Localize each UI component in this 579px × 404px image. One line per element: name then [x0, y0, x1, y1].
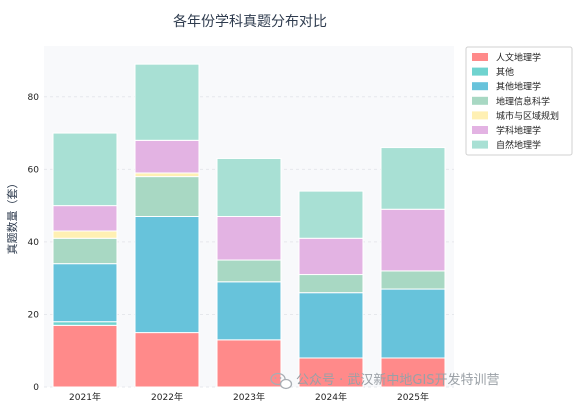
- bar-segment: [134, 172, 200, 178]
- y-tick-label: 0: [33, 383, 39, 393]
- bar-segment: [380, 270, 446, 290]
- bar-segment: [298, 237, 364, 276]
- legend-label: 学科地理学: [496, 125, 541, 137]
- y-axis-title: 真题数量（套）: [5, 178, 19, 255]
- legend-label: 地理信息科学: [496, 95, 550, 107]
- bar-segment: [134, 176, 200, 218]
- bar-segment: [134, 139, 200, 174]
- legend-swatch: [472, 82, 488, 91]
- stacked-bars: [52, 63, 446, 388]
- legend-label: 人文地理学: [496, 52, 541, 64]
- bar-segment: [216, 259, 282, 283]
- bar-segment: [134, 63, 200, 141]
- x-tick-label: 2025年: [397, 391, 429, 403]
- legend-swatch: [472, 111, 488, 120]
- legend-swatch: [472, 53, 488, 61]
- legend-swatch: [472, 67, 488, 76]
- bar-segment: [52, 205, 118, 232]
- x-tick-label: 2022年: [151, 391, 183, 403]
- legend-label: 其他: [496, 66, 514, 78]
- bar-segment: [134, 332, 200, 388]
- wechat-icon: [270, 372, 293, 390]
- legend-label: 其他地理学: [496, 81, 541, 93]
- bar-segment: [52, 263, 118, 323]
- bar-segment: [380, 208, 446, 272]
- bar-segment: [298, 274, 364, 294]
- x-tick-label: 2023年: [233, 391, 265, 403]
- y-tick-labels: 0 20 40 60 80: [28, 93, 40, 393]
- bar-segment: [216, 339, 282, 388]
- y-tick-label: 60: [28, 165, 40, 175]
- legend-swatch: [472, 126, 488, 134]
- bar-segment: [52, 230, 118, 239]
- bar-segment: [380, 288, 446, 359]
- bar-segment: [216, 216, 282, 261]
- x-tick-label: 2021年: [69, 391, 101, 403]
- bar-segment: [380, 147, 446, 210]
- y-tick-label: 20: [28, 310, 40, 320]
- bar-segment: [52, 321, 118, 326]
- bar-segment: [52, 324, 118, 388]
- bar-segment: [52, 237, 118, 265]
- bar-segment: [380, 357, 446, 388]
- legend-label: 自然地理学: [496, 139, 541, 151]
- bar-segment: [298, 292, 364, 359]
- bar-segment: [216, 157, 282, 217]
- legend-label: 城市与区域规划: [496, 110, 559, 122]
- x-tick-labels: 2021年 2022年 2023年 2024年 2025年: [69, 391, 429, 403]
- legend-frame: [465, 46, 573, 156]
- bar-segment: [298, 357, 364, 388]
- watermark: 公众号 · 武汉新中地GIS开发特训营: [270, 372, 500, 390]
- watermark-text: 公众号 · 武汉新中地GIS开发特训营: [296, 372, 500, 388]
- x-tick-label: 2024年: [315, 391, 347, 403]
- y-tick-label: 80: [28, 93, 40, 103]
- chart-title: 各年份学科真题分布对比: [173, 14, 327, 30]
- bar-segment: [298, 190, 364, 239]
- bar-segment: [52, 132, 118, 207]
- legend-swatch: [472, 140, 488, 149]
- y-tick-label: 40: [28, 238, 40, 248]
- bar-segment: [134, 216, 200, 334]
- legend-swatch: [472, 96, 488, 105]
- bar-segment: [216, 281, 282, 341]
